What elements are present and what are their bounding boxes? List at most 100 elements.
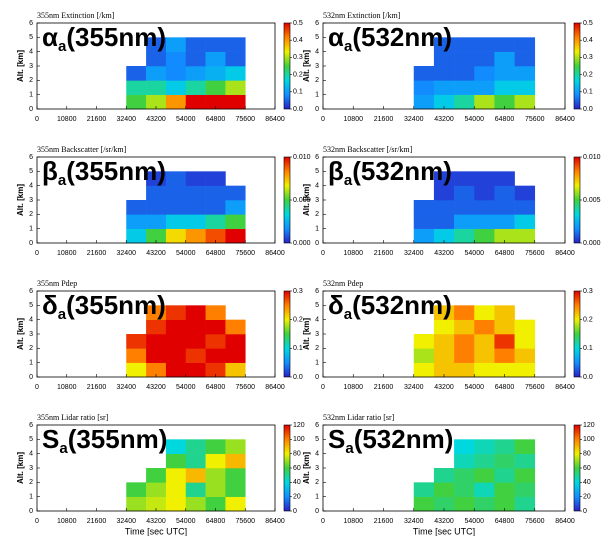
colorbar-tick-label: 0.0 bbox=[293, 374, 303, 381]
label-subscript: a bbox=[344, 306, 353, 323]
y-tick-label: 0 bbox=[315, 240, 319, 247]
label-suffix: (532nm) bbox=[354, 424, 454, 454]
panel-title: 532nm Pdep bbox=[323, 279, 363, 288]
heatmap-cell bbox=[126, 214, 147, 229]
y-tick-label: 4 bbox=[315, 317, 319, 324]
heatmap-cell bbox=[185, 453, 206, 469]
heatmap-cell bbox=[126, 200, 147, 215]
x-tick-label: 86400 bbox=[555, 518, 575, 525]
heatmap-cell bbox=[474, 228, 495, 244]
x-tick-label: 43200 bbox=[146, 250, 166, 257]
heatmap-cell bbox=[514, 468, 536, 483]
colorbar-tick-label: 0.2 bbox=[583, 71, 593, 78]
y-tick-label: 6 bbox=[315, 154, 319, 161]
heatmap-cell bbox=[165, 228, 187, 244]
colorbar-tick-label: 20 bbox=[293, 494, 301, 501]
label-symbol: β bbox=[42, 156, 58, 186]
colorbar-tick-label: 0.0 bbox=[293, 106, 303, 113]
x-tick-label: 64800 bbox=[495, 250, 515, 257]
x-tick-label: 54000 bbox=[465, 384, 485, 391]
colorbar-tick-label: 0 bbox=[293, 508, 297, 515]
y-tick-label: 6 bbox=[29, 422, 33, 429]
panel-label: Sa(532nm) bbox=[328, 424, 453, 457]
x-tick-label: 0 bbox=[35, 116, 39, 123]
heatmap-cell bbox=[205, 200, 226, 215]
y-axis-label: Alt. [km] bbox=[302, 452, 311, 484]
y-tick-label: 4 bbox=[315, 183, 319, 190]
x-tick-label: 21600 bbox=[87, 518, 107, 525]
heatmap-cell bbox=[185, 496, 206, 512]
y-axis-label: Alt. [km] bbox=[16, 452, 25, 484]
y-tick-label: 1 bbox=[29, 92, 33, 99]
label-subscript: a bbox=[345, 440, 354, 457]
y-axis-label: Alt. [km] bbox=[302, 318, 311, 350]
heatmap-cell bbox=[413, 66, 435, 81]
x-tick-label: 0 bbox=[35, 384, 39, 391]
heatmap-cell bbox=[433, 228, 455, 244]
panel-label: βa(355nm) bbox=[42, 156, 166, 189]
heatmap-cell bbox=[165, 185, 187, 201]
colorbar-tick-label: 0.000 bbox=[293, 240, 311, 247]
y-tick-label: 0 bbox=[29, 240, 33, 247]
heatmap-cell bbox=[225, 439, 246, 454]
heatmap-cell bbox=[146, 228, 167, 244]
heatmap-cell bbox=[454, 496, 475, 512]
heatmap-cell bbox=[514, 496, 536, 512]
heatmap-cell bbox=[494, 185, 515, 201]
heatmap-cell bbox=[514, 200, 536, 215]
heatmap-cell bbox=[225, 362, 246, 378]
heatmap-cell bbox=[185, 319, 206, 335]
heatmap-cell bbox=[433, 468, 455, 483]
label-symbol: S bbox=[42, 424, 59, 454]
heatmap-cell bbox=[454, 362, 475, 378]
heatmap-cell bbox=[225, 453, 246, 469]
x-tick-label: 43200 bbox=[434, 250, 454, 257]
x-tick-label: 54000 bbox=[465, 250, 485, 257]
label-suffix: (355nm) bbox=[66, 290, 166, 320]
heatmap-cell bbox=[474, 319, 495, 335]
panel-title: 355nm Lidar ratio [sr] bbox=[37, 413, 109, 422]
heatmap-cell bbox=[185, 94, 206, 110]
heatmap-cell bbox=[454, 185, 475, 201]
heatmap-cell bbox=[225, 200, 246, 215]
heatmap-cell bbox=[146, 319, 167, 335]
heatmap-cell bbox=[494, 334, 515, 349]
heatmap-cell bbox=[454, 439, 475, 454]
label-subscript: a bbox=[344, 172, 353, 189]
label-subscript: a bbox=[58, 172, 67, 189]
heatmap-cell bbox=[165, 305, 187, 320]
heatmap-cell bbox=[433, 305, 455, 320]
colorbar-tick-label: 60 bbox=[583, 465, 591, 472]
heatmap-cell bbox=[165, 51, 187, 67]
heatmap-cell bbox=[433, 66, 455, 81]
heatmap-cell bbox=[474, 348, 495, 363]
heatmap-cell bbox=[146, 185, 167, 201]
colorbar-tick-label: 120 bbox=[293, 422, 305, 429]
heatmap-cell bbox=[205, 66, 226, 81]
heatmap-cell bbox=[205, 334, 226, 349]
x-tick-label: 75600 bbox=[525, 250, 545, 257]
x-tick-label: 64800 bbox=[206, 518, 226, 525]
x-tick-label: 54000 bbox=[176, 250, 196, 257]
label-subscript: a bbox=[58, 38, 67, 55]
x-tick-label: 0 bbox=[321, 518, 325, 525]
heatmap-cell bbox=[474, 51, 495, 67]
heatmap-cell bbox=[454, 468, 475, 483]
x-tick-label: 21600 bbox=[87, 116, 107, 123]
heatmap-cell bbox=[165, 200, 187, 215]
colorbar-tick-label: 0.1 bbox=[293, 89, 303, 96]
y-tick-label: 3 bbox=[315, 63, 319, 70]
x-tick-label: 43200 bbox=[146, 384, 166, 391]
y-tick-label: 1 bbox=[29, 494, 33, 501]
colorbar-tick-label: 40 bbox=[583, 479, 591, 486]
heatmap-cell bbox=[474, 453, 495, 469]
heatmap-cell bbox=[433, 171, 455, 186]
x-tick-label: 54000 bbox=[176, 384, 196, 391]
x-tick-label: 64800 bbox=[206, 250, 226, 257]
x-tick-label: 43200 bbox=[434, 518, 454, 525]
heatmap-cell bbox=[433, 185, 455, 201]
heatmap-cell bbox=[514, 80, 536, 95]
x-tick-label: 10800 bbox=[57, 250, 77, 257]
heatmap-cell bbox=[165, 348, 187, 363]
heatmap-cell bbox=[454, 348, 475, 363]
